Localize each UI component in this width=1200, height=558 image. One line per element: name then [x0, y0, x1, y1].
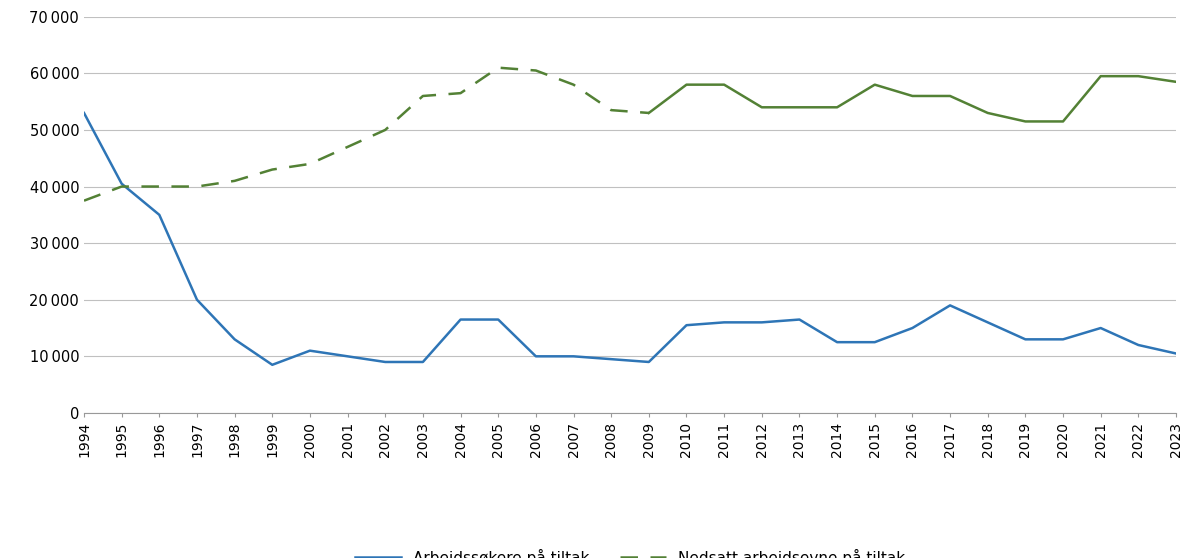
Legend: Arbeidssøkere på tiltak, Nedsatt arbeidsevne på tiltak: Arbeidssøkere på tiltak, Nedsatt arbeids…	[349, 542, 911, 558]
